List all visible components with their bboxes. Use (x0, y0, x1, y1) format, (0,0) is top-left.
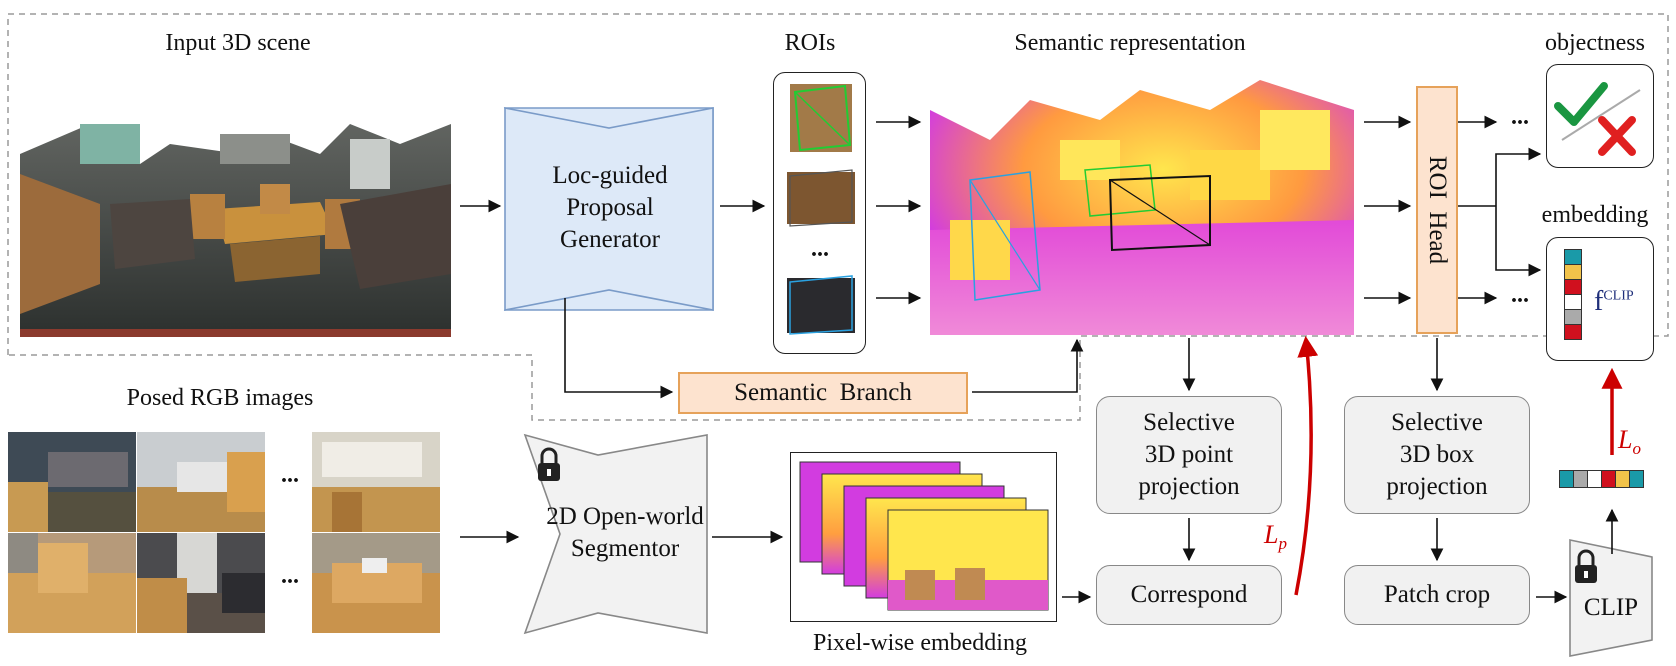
rgb-image-4 (8, 533, 136, 633)
patch-crop-box: Patch crop (1344, 565, 1530, 625)
generator-line-2: Proposal (566, 194, 654, 221)
loss-lo-sub: o (1632, 439, 1641, 459)
input-3d-scene-image (20, 84, 451, 337)
pixel-embedding-label: Pixel-wise embedding (813, 630, 1027, 656)
correspond-label: Correspond (1130, 581, 1248, 608)
rgb-ellipsis-top: ... (281, 462, 299, 488)
semantic-representation-heatmap (930, 80, 1354, 335)
clip-embedding-bar (1559, 470, 1644, 488)
loss-lp-base: L (1264, 520, 1279, 549)
rgb-image-2 (137, 432, 265, 532)
point-proj-line-1: Selective (1143, 409, 1235, 436)
rgb-ellipsis-bottom: ... (281, 563, 299, 589)
embedding-cell (1564, 324, 1582, 340)
embedding-vector (1564, 249, 1582, 340)
loss-lo-base: L (1618, 425, 1633, 454)
objectness-label: objectness (1545, 30, 1645, 56)
embedding-label: embedding (1541, 202, 1649, 228)
correspond-box: Correspond (1096, 565, 1282, 625)
rois-label: ROIs (784, 30, 836, 56)
semantic-branch-box: Semantic Branch (678, 372, 968, 414)
selective-3d-box-projection: Selective 3D box projection (1344, 396, 1530, 514)
cross-icon (1598, 116, 1636, 156)
roi-head-ellipsis-bottom: ... (1511, 282, 1529, 308)
lock-icon (538, 447, 560, 481)
segmentor-line-2: Segmentor (570, 535, 680, 562)
generator-line-3: Generator (560, 226, 660, 253)
box-proj-line-1: Selective (1391, 409, 1483, 436)
point-proj-line-3: projection (1138, 473, 1240, 500)
roi-head-box: ROI Head (1416, 86, 1458, 334)
fclip-sup: CLIP (1603, 288, 1634, 304)
loss-lp: Lp (1264, 520, 1287, 554)
roi-head-ellipsis-top: ... (1511, 104, 1529, 130)
loss-lp-sub: p (1278, 534, 1287, 554)
embedding-bar-cell (1629, 470, 1644, 488)
fclip-label: fCLIP (1594, 286, 1634, 318)
input-scene-label: Input 3D scene (165, 30, 311, 56)
patch-crop-label: Patch crop (1383, 581, 1491, 608)
semantic-representation-label: Semantic representation (1014, 30, 1246, 56)
segmentor-box: 2D Open-world Segmentor (545, 498, 705, 568)
rgb-image-3 (312, 432, 440, 532)
clip-lock-icon (1575, 549, 1597, 583)
loc-guided-proposal-generator: Loc-guided Proposal Generator (520, 158, 700, 258)
point-proj-line-2: 3D point (1144, 441, 1234, 468)
clip-label: CLIP (1583, 594, 1639, 621)
check-icon (1554, 82, 1608, 126)
generator-line-1: Loc-guided (552, 162, 668, 189)
box-proj-line-3: projection (1386, 473, 1488, 500)
selective-3d-point-projection: Selective 3D point projection (1096, 396, 1282, 514)
fclip-base: f (1594, 286, 1604, 317)
rgb-image-5 (137, 533, 265, 633)
posed-rgb-label: Posed RGB images (126, 385, 314, 411)
segmentor-line-1: 2D Open-world (546, 503, 704, 530)
roi-ellipsis: ... (811, 236, 829, 262)
loss-lo: Lo (1618, 425, 1641, 459)
rgb-image-6 (312, 533, 440, 633)
semantic-branch-label: Semantic Branch (734, 379, 912, 406)
box-proj-line-2: 3D box (1399, 441, 1475, 468)
rgb-image-1 (8, 432, 136, 532)
